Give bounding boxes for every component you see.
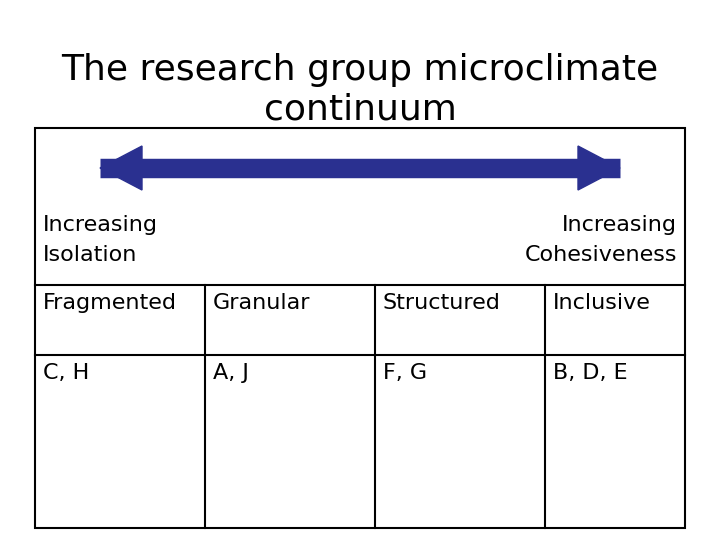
- Text: Increasing: Increasing: [43, 215, 158, 235]
- Text: Increasing: Increasing: [562, 215, 677, 235]
- Text: B, D, E: B, D, E: [553, 363, 628, 383]
- Polygon shape: [100, 146, 142, 190]
- Text: Fragmented: Fragmented: [43, 293, 177, 313]
- Text: F, G: F, G: [383, 363, 427, 383]
- Text: Isolation: Isolation: [43, 245, 138, 265]
- Text: Structured: Structured: [383, 293, 501, 313]
- Text: The research group microclimate
continuum: The research group microclimate continuu…: [61, 53, 659, 127]
- Polygon shape: [578, 146, 620, 190]
- Text: A, J: A, J: [213, 363, 249, 383]
- Text: C, H: C, H: [43, 363, 89, 383]
- Text: Granular: Granular: [213, 293, 310, 313]
- Bar: [35, 128, 685, 528]
- Text: Inclusive: Inclusive: [553, 293, 651, 313]
- Text: Cohesiveness: Cohesiveness: [524, 245, 677, 265]
